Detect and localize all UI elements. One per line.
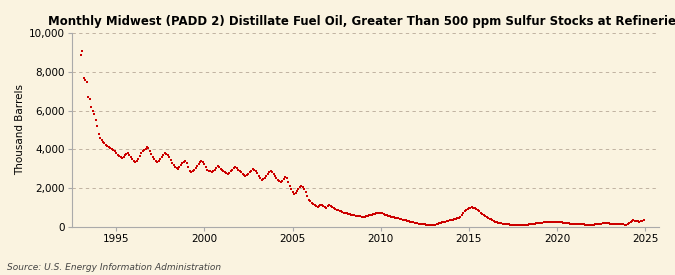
Text: Source: U.S. Energy Information Administration: Source: U.S. Energy Information Administ… bbox=[7, 263, 221, 272]
Y-axis label: Thousand Barrels: Thousand Barrels bbox=[15, 84, 25, 175]
Title: Monthly Midwest (PADD 2) Distillate Fuel Oil, Greater Than 500 ppm Sulfur Stocks: Monthly Midwest (PADD 2) Distillate Fuel… bbox=[48, 15, 675, 28]
